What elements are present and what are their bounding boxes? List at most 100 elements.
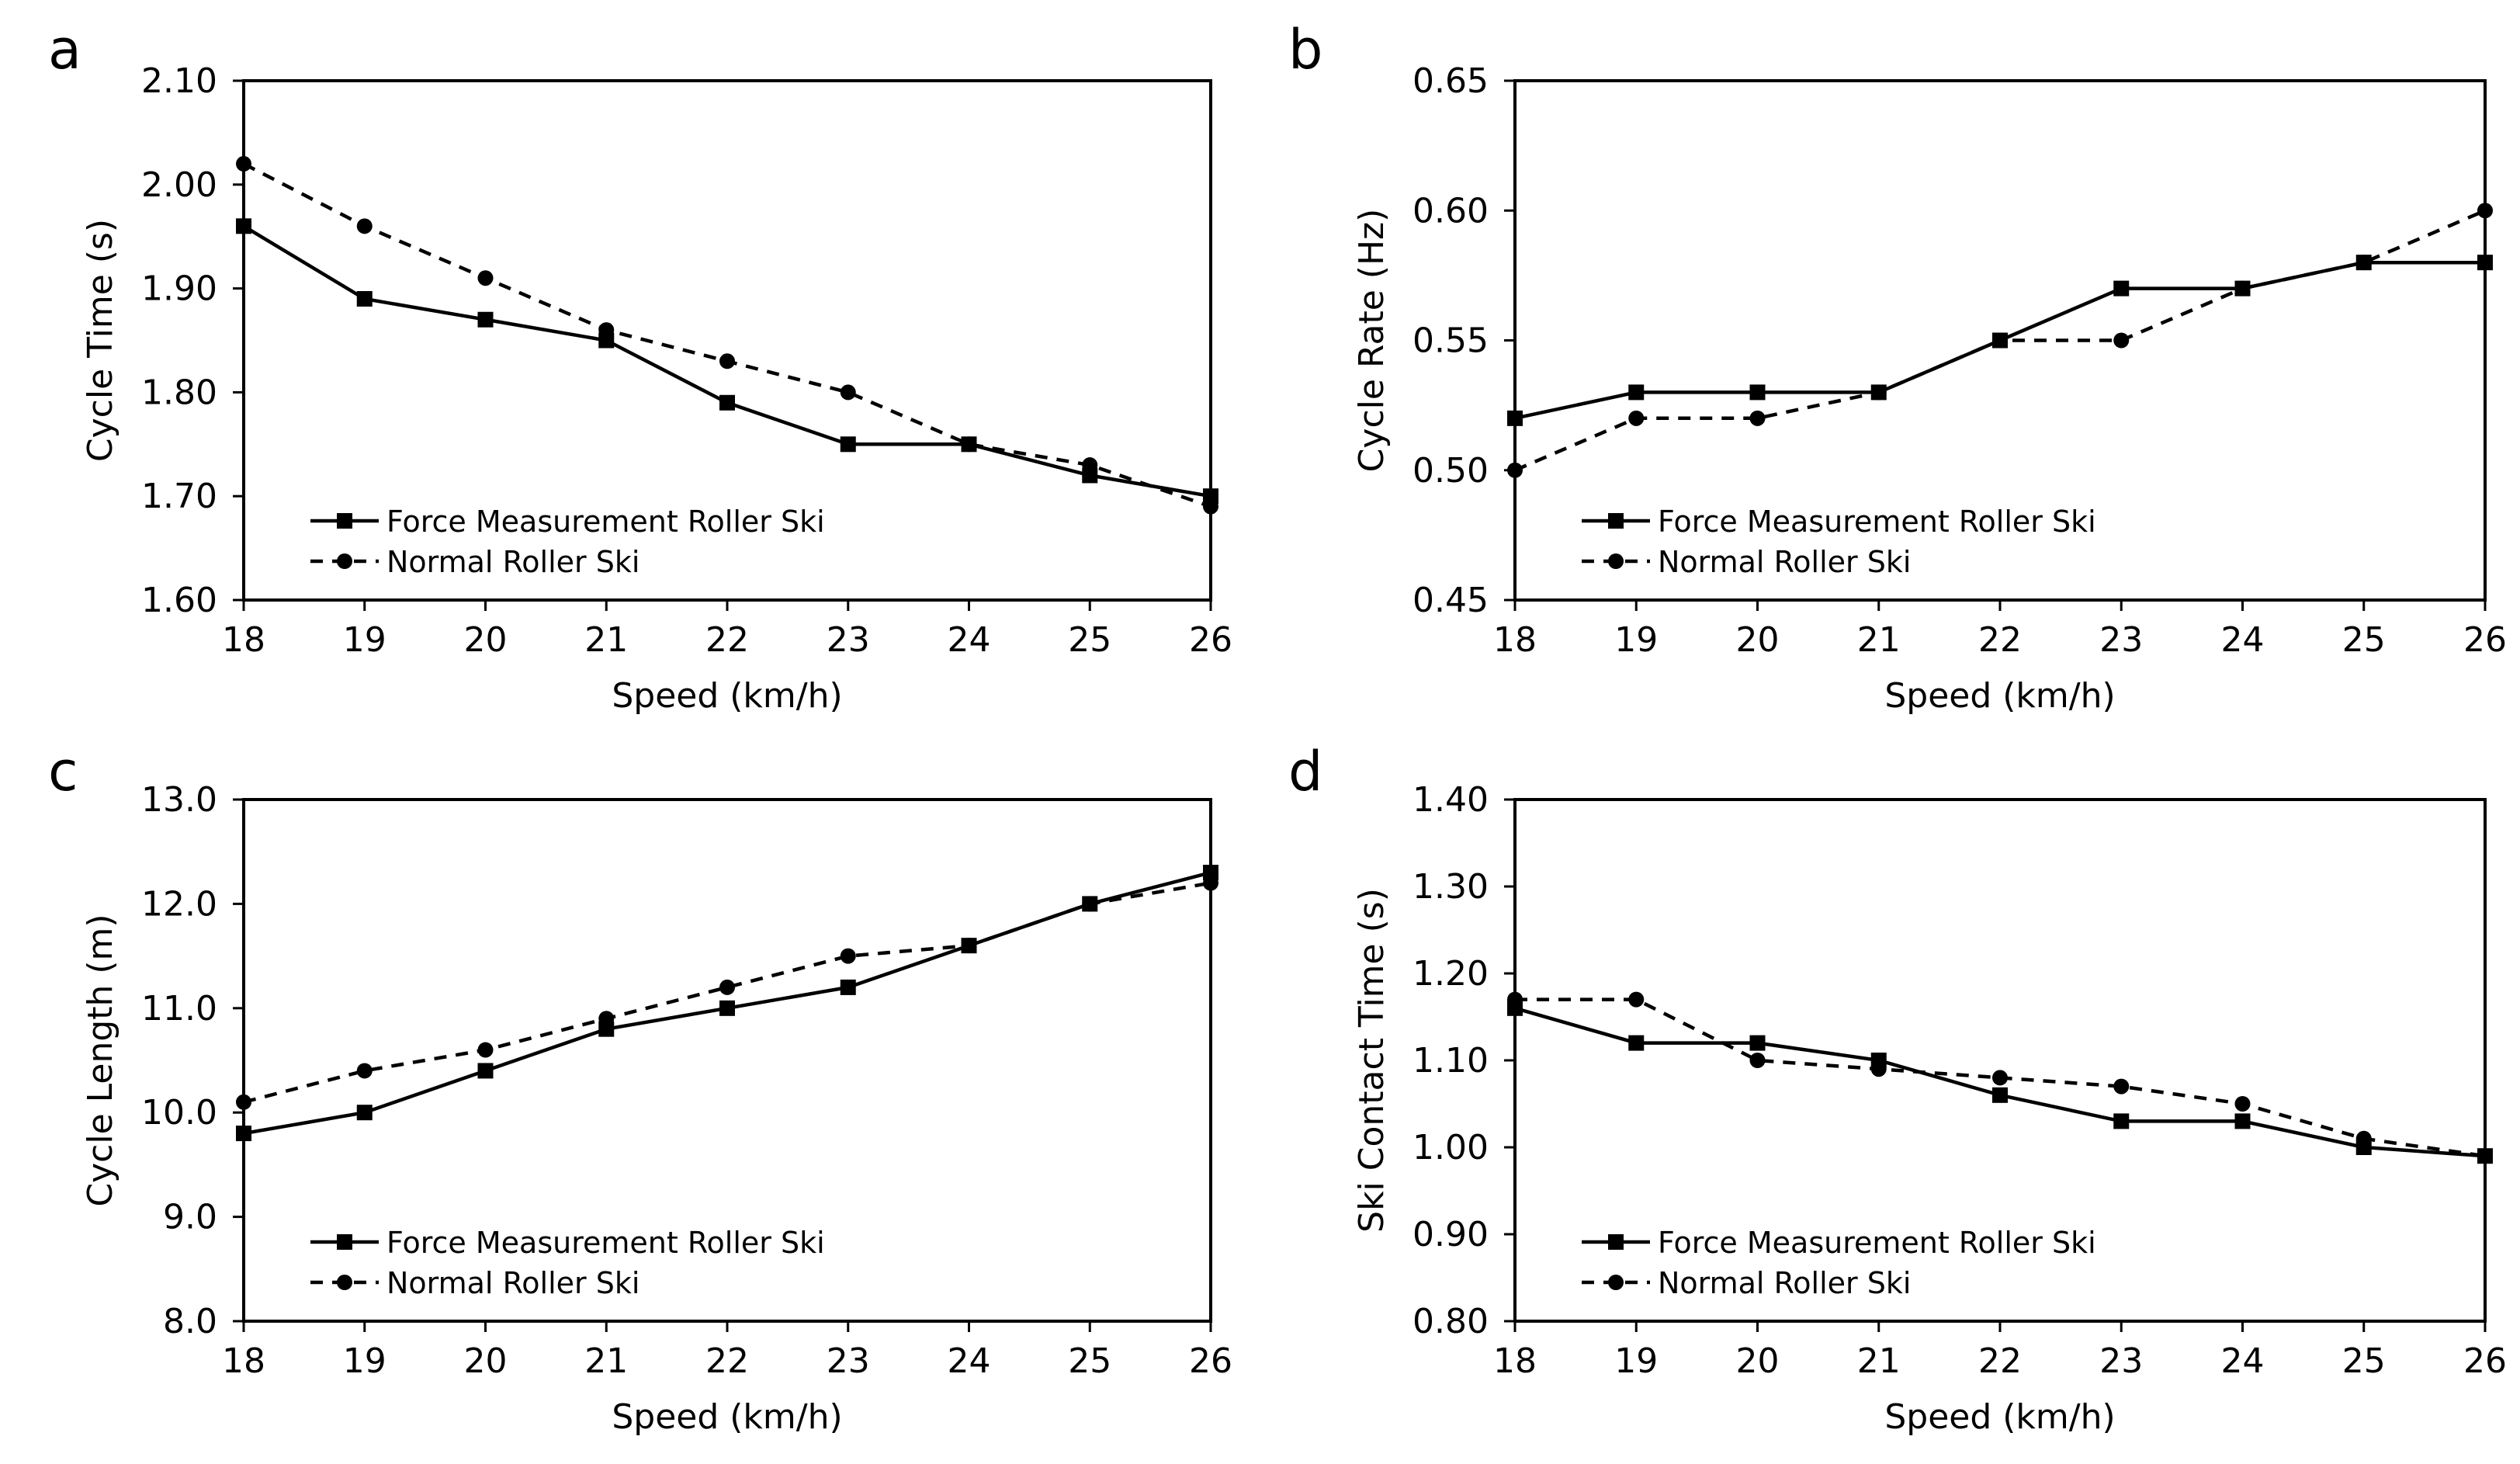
data-point-normal <box>477 1042 494 1058</box>
data-point-force <box>2234 1113 2251 1129</box>
data-point-normal <box>1749 1053 1766 1068</box>
data-point-normal <box>236 1094 251 1110</box>
data-point-force <box>1507 1000 1523 1016</box>
data-point-force <box>477 1063 494 1079</box>
y-tick-label: 0.50 <box>1413 451 1489 491</box>
x-tick-label: 25 <box>2342 620 2386 660</box>
y-tick-label: 1.80 <box>141 373 217 412</box>
data-point-force <box>2477 1148 2493 1164</box>
legend-marker-normal <box>1608 553 1624 569</box>
x-tick-label: 23 <box>827 1341 870 1381</box>
x-tick-label: 22 <box>1978 620 2022 660</box>
data-point-normal <box>1749 410 1766 426</box>
legend-marker-force <box>337 513 352 529</box>
data-point-normal <box>719 979 735 995</box>
data-point-force <box>598 1021 615 1037</box>
y-tick-label: 0.45 <box>1413 581 1489 620</box>
y-tick-label: 0.60 <box>1413 191 1489 231</box>
y-tick-label: 1.70 <box>141 477 217 516</box>
y-axis-label: Cycle Time (s) <box>81 219 120 462</box>
x-tick-label: 24 <box>2221 620 2265 660</box>
data-point-force <box>2113 280 2130 297</box>
data-point-force <box>236 218 251 234</box>
legend-marker-normal <box>337 553 352 569</box>
data-point-normal <box>2477 203 2493 219</box>
y-tick-label: 0.90 <box>1413 1215 1489 1254</box>
x-tick-label: 18 <box>1493 1341 1537 1381</box>
x-tick-label: 23 <box>2099 620 2143 660</box>
data-point-force <box>1749 384 1766 401</box>
data-point-force <box>1203 488 1218 505</box>
data-point-normal <box>2113 1078 2130 1095</box>
data-point-force <box>2234 280 2251 297</box>
x-tick-label: 20 <box>1736 1341 1780 1381</box>
data-point-force <box>1507 410 1523 426</box>
data-point-force <box>2355 255 2372 271</box>
data-point-force <box>2477 255 2493 271</box>
legend-label-normal: Normal Roller Ski <box>1658 545 1911 579</box>
x-tick-label: 26 <box>2463 620 2507 660</box>
x-tick-label: 22 <box>705 1341 749 1381</box>
chart-panel-a: a 1.60 1.70 1.80 1.90 2.00 2.10 18 19 20 21 22 23 24 2… <box>48 18 1232 716</box>
data-point-force <box>719 394 735 411</box>
y-tick-label: 1.00 <box>1413 1128 1489 1167</box>
x-tick-label: 20 <box>464 1341 508 1381</box>
x-tick-label: 24 <box>2221 1341 2265 1381</box>
y-tick-label: 13.0 <box>141 780 217 820</box>
data-point-normal <box>477 270 494 286</box>
data-point-force <box>598 332 615 349</box>
legend: Force Measurement Roller Ski Normal Rolle… <box>1582 505 2096 579</box>
chart-panel-d: d 0.80 0.90 1.00 1.10 1.20 1.30 1.40 18 19 20 21 22 2… <box>1288 740 2507 1437</box>
y-tick-label: 1.90 <box>141 269 217 309</box>
y-axis-label: Ski Contact Time (s) <box>1352 888 1392 1233</box>
y-tick-label: 0.55 <box>1413 321 1489 361</box>
x-tick-label: 22 <box>1978 1341 2022 1381</box>
y-tick-label: 2.00 <box>141 165 217 205</box>
panel-letter-b: b <box>1288 18 1322 82</box>
data-point-normal <box>1628 991 1645 1008</box>
x-tick-label: 21 <box>584 620 628 660</box>
legend: Force Measurement Roller Ski Normal Rolle… <box>1582 1226 2096 1300</box>
legend-label-force: Force Measurement Roller Ski <box>1658 1226 2096 1260</box>
data-point-force <box>2113 1113 2130 1129</box>
x-tick-label: 19 <box>343 620 386 660</box>
x-tick-label: 21 <box>1857 620 1901 660</box>
y-axis-label: Cycle Rate (Hz) <box>1352 209 1392 473</box>
y-tick-label: 1.40 <box>1413 780 1489 820</box>
legend-label-normal: Normal Roller Ski <box>386 545 640 579</box>
series-line-normal <box>242 162 1211 508</box>
x-tick-label: 25 <box>1068 1341 1111 1381</box>
x-axis-label: Speed (km/h) <box>612 1397 842 1437</box>
x-axis-label: Speed (km/h) <box>1884 676 2115 716</box>
data-point-normal <box>356 218 373 234</box>
x-tick-label: 23 <box>827 620 870 660</box>
legend-label-normal: Normal Roller Ski <box>1658 1266 1911 1300</box>
legend-marker-normal <box>1608 1275 1624 1290</box>
x-tick-label: 19 <box>1614 1341 1658 1381</box>
data-point-normal <box>1507 462 1523 478</box>
x-tick-label: 25 <box>1068 620 1111 660</box>
panel-letter-d: d <box>1288 740 1322 803</box>
data-point-normal <box>1992 1070 2008 1086</box>
y-tick-label: 1.20 <box>1413 954 1489 994</box>
x-tick-label: 24 <box>948 1341 991 1381</box>
data-point-force <box>840 436 856 453</box>
legend: Force Measurement Roller Ski Normal Rolle… <box>310 505 825 579</box>
data-point-force <box>719 1000 735 1016</box>
data-point-normal <box>719 353 735 369</box>
data-point-normal <box>2113 332 2130 349</box>
data-point-force <box>1082 467 1098 484</box>
x-tick-label: 18 <box>1493 620 1537 660</box>
y-tick-label: 0.65 <box>1413 61 1489 101</box>
data-point-normal <box>356 1063 373 1079</box>
legend-label-force: Force Measurement Roller Ski <box>1658 505 2096 539</box>
data-point-force <box>356 1105 373 1121</box>
data-point-force <box>1870 384 1887 401</box>
chart-panel-b: b 0.45 0.50 0.55 0.60 0.65 18 19 20 21 22 23 24 25 26 S… <box>1288 18 2507 716</box>
x-tick-label: 23 <box>2099 1341 2143 1381</box>
data-point-normal <box>2234 1096 2251 1112</box>
y-tick-label: 1.60 <box>141 581 217 620</box>
y-tick-label: 11.0 <box>141 989 217 1029</box>
data-point-normal <box>840 384 856 401</box>
x-tick-label: 21 <box>1857 1341 1901 1381</box>
